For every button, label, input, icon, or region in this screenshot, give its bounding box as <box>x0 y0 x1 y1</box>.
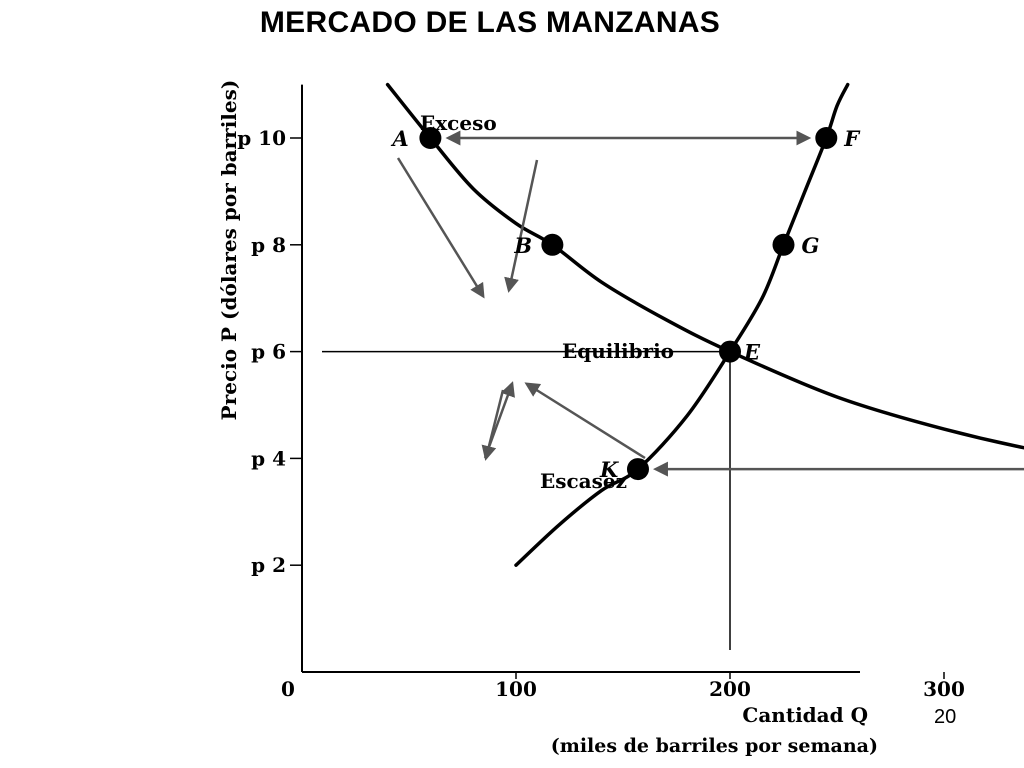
supply-curve <box>514 82 850 567</box>
point-label-A: A <box>390 126 408 151</box>
y-tick-label-2: p 2 <box>251 553 286 577</box>
y-tick-group: p 2 p 4 p 6 p 8 p 10 <box>237 126 302 577</box>
demand-adjust-arrow-down <box>396 157 485 299</box>
point-B <box>541 233 564 256</box>
point-group <box>419 127 838 481</box>
y-tick-label-10: p 10 <box>237 126 286 150</box>
y-tick-label-6: p 6 <box>251 340 286 364</box>
x-tick-group: 0100200300400 <box>281 672 965 701</box>
annotation-equilibrio: Equilibrio <box>562 339 674 363</box>
point-G <box>772 233 795 256</box>
x-tick-label-200: 200 <box>709 677 751 701</box>
demand-adjust-arrow-up <box>524 382 646 460</box>
x-axis-label: Cantidad Q <box>742 703 868 727</box>
x-tick-label-0: 0 <box>281 677 295 701</box>
y-tick-label-4: p 4 <box>251 446 286 470</box>
annotation-exceso: Exceso <box>420 111 497 135</box>
x-tick-label-100: 100 <box>495 677 537 701</box>
arrow-group <box>396 130 1024 477</box>
point-A <box>419 127 442 149</box>
point-E <box>719 340 741 363</box>
y-tick-label-8: p 8 <box>251 233 286 257</box>
supply-adjust-arrow-up-right <box>483 381 515 459</box>
point-label-G: G <box>802 233 820 258</box>
equilibrium-guides <box>322 350 731 650</box>
page-number: 20 <box>934 706 957 728</box>
annotation-escasez: Escasez <box>540 469 627 493</box>
slide-title: MERCADO DE LAS MANZANAS <box>259 6 721 39</box>
x-axis-sublabel: (miles de barriles por semana) <box>551 735 878 757</box>
point-label-group: ABEDFGK <box>390 126 861 482</box>
point-label-F: F <box>843 126 861 151</box>
point-label-E: E <box>743 340 761 365</box>
chart-axes <box>301 84 860 673</box>
x-tick-label-300: 300 <box>923 677 965 701</box>
point-label-B: B <box>513 233 532 258</box>
curve-group <box>385 82 1024 567</box>
demand-curve <box>385 82 1024 450</box>
y-axis-label: Precio P (dólares por barriles) <box>217 80 241 421</box>
point-label-K: K <box>599 457 619 482</box>
supply-adjust-arrow-down <box>504 159 539 293</box>
point-K <box>626 458 649 481</box>
point-F <box>815 127 838 149</box>
